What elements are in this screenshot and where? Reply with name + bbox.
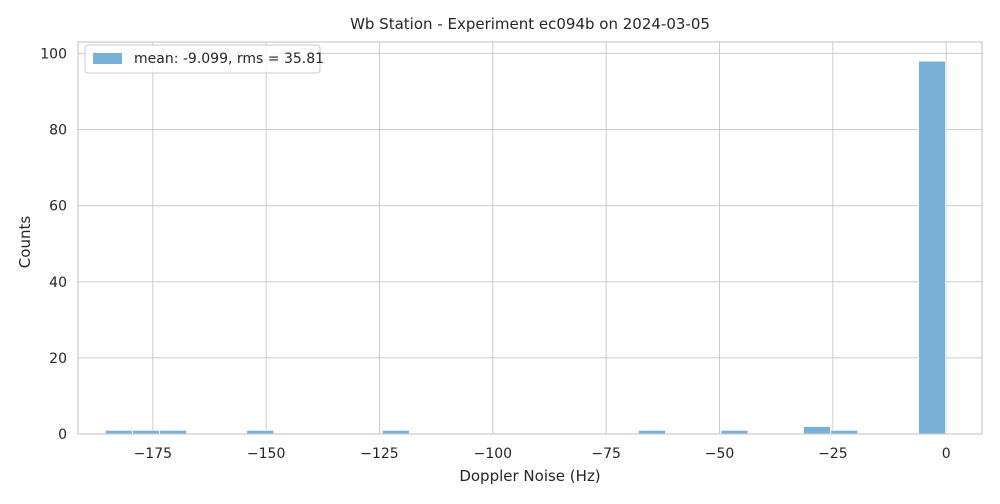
y-tick-label: 100 bbox=[40, 46, 67, 62]
x-tick-label: −75 bbox=[591, 446, 621, 462]
y-tick-label: 0 bbox=[58, 427, 67, 443]
plot-frame bbox=[77, 41, 983, 435]
histogram-bar bbox=[918, 60, 947, 435]
x-tick-label: −175 bbox=[134, 446, 172, 462]
legend: mean: -9.099, rms = 35.81 bbox=[84, 44, 324, 74]
x-tick-label: −50 bbox=[705, 446, 735, 462]
y-tick-label: 40 bbox=[49, 275, 67, 291]
y-tick-label: 80 bbox=[49, 123, 67, 139]
legend-box bbox=[84, 44, 321, 74]
bar-layer bbox=[104, 60, 947, 435]
legend-label: mean: -9.099, rms = 35.81 bbox=[134, 51, 324, 67]
y-axis-label: Counts bbox=[16, 216, 34, 269]
x-tick-label: 0 bbox=[942, 446, 951, 462]
x-axis-label: Doppler Noise (Hz) bbox=[459, 467, 600, 485]
histogram-bar bbox=[802, 425, 832, 435]
tick-label-layer: −175 −150 −125 −100 −75 −50 −25 0 0 20 40 60 80 100 bbox=[40, 46, 950, 462]
x-tick-label: −100 bbox=[474, 446, 512, 462]
legend-swatch bbox=[93, 53, 122, 64]
chart-title: Wb Station - Experiment ec094b on 2024-0… bbox=[350, 15, 710, 33]
y-tick-label: 20 bbox=[49, 351, 67, 367]
x-tick-label: −150 bbox=[247, 446, 285, 462]
y-tick-label: 60 bbox=[49, 199, 67, 215]
x-tick-label: −125 bbox=[360, 446, 398, 462]
x-tick-label: −25 bbox=[818, 446, 848, 462]
